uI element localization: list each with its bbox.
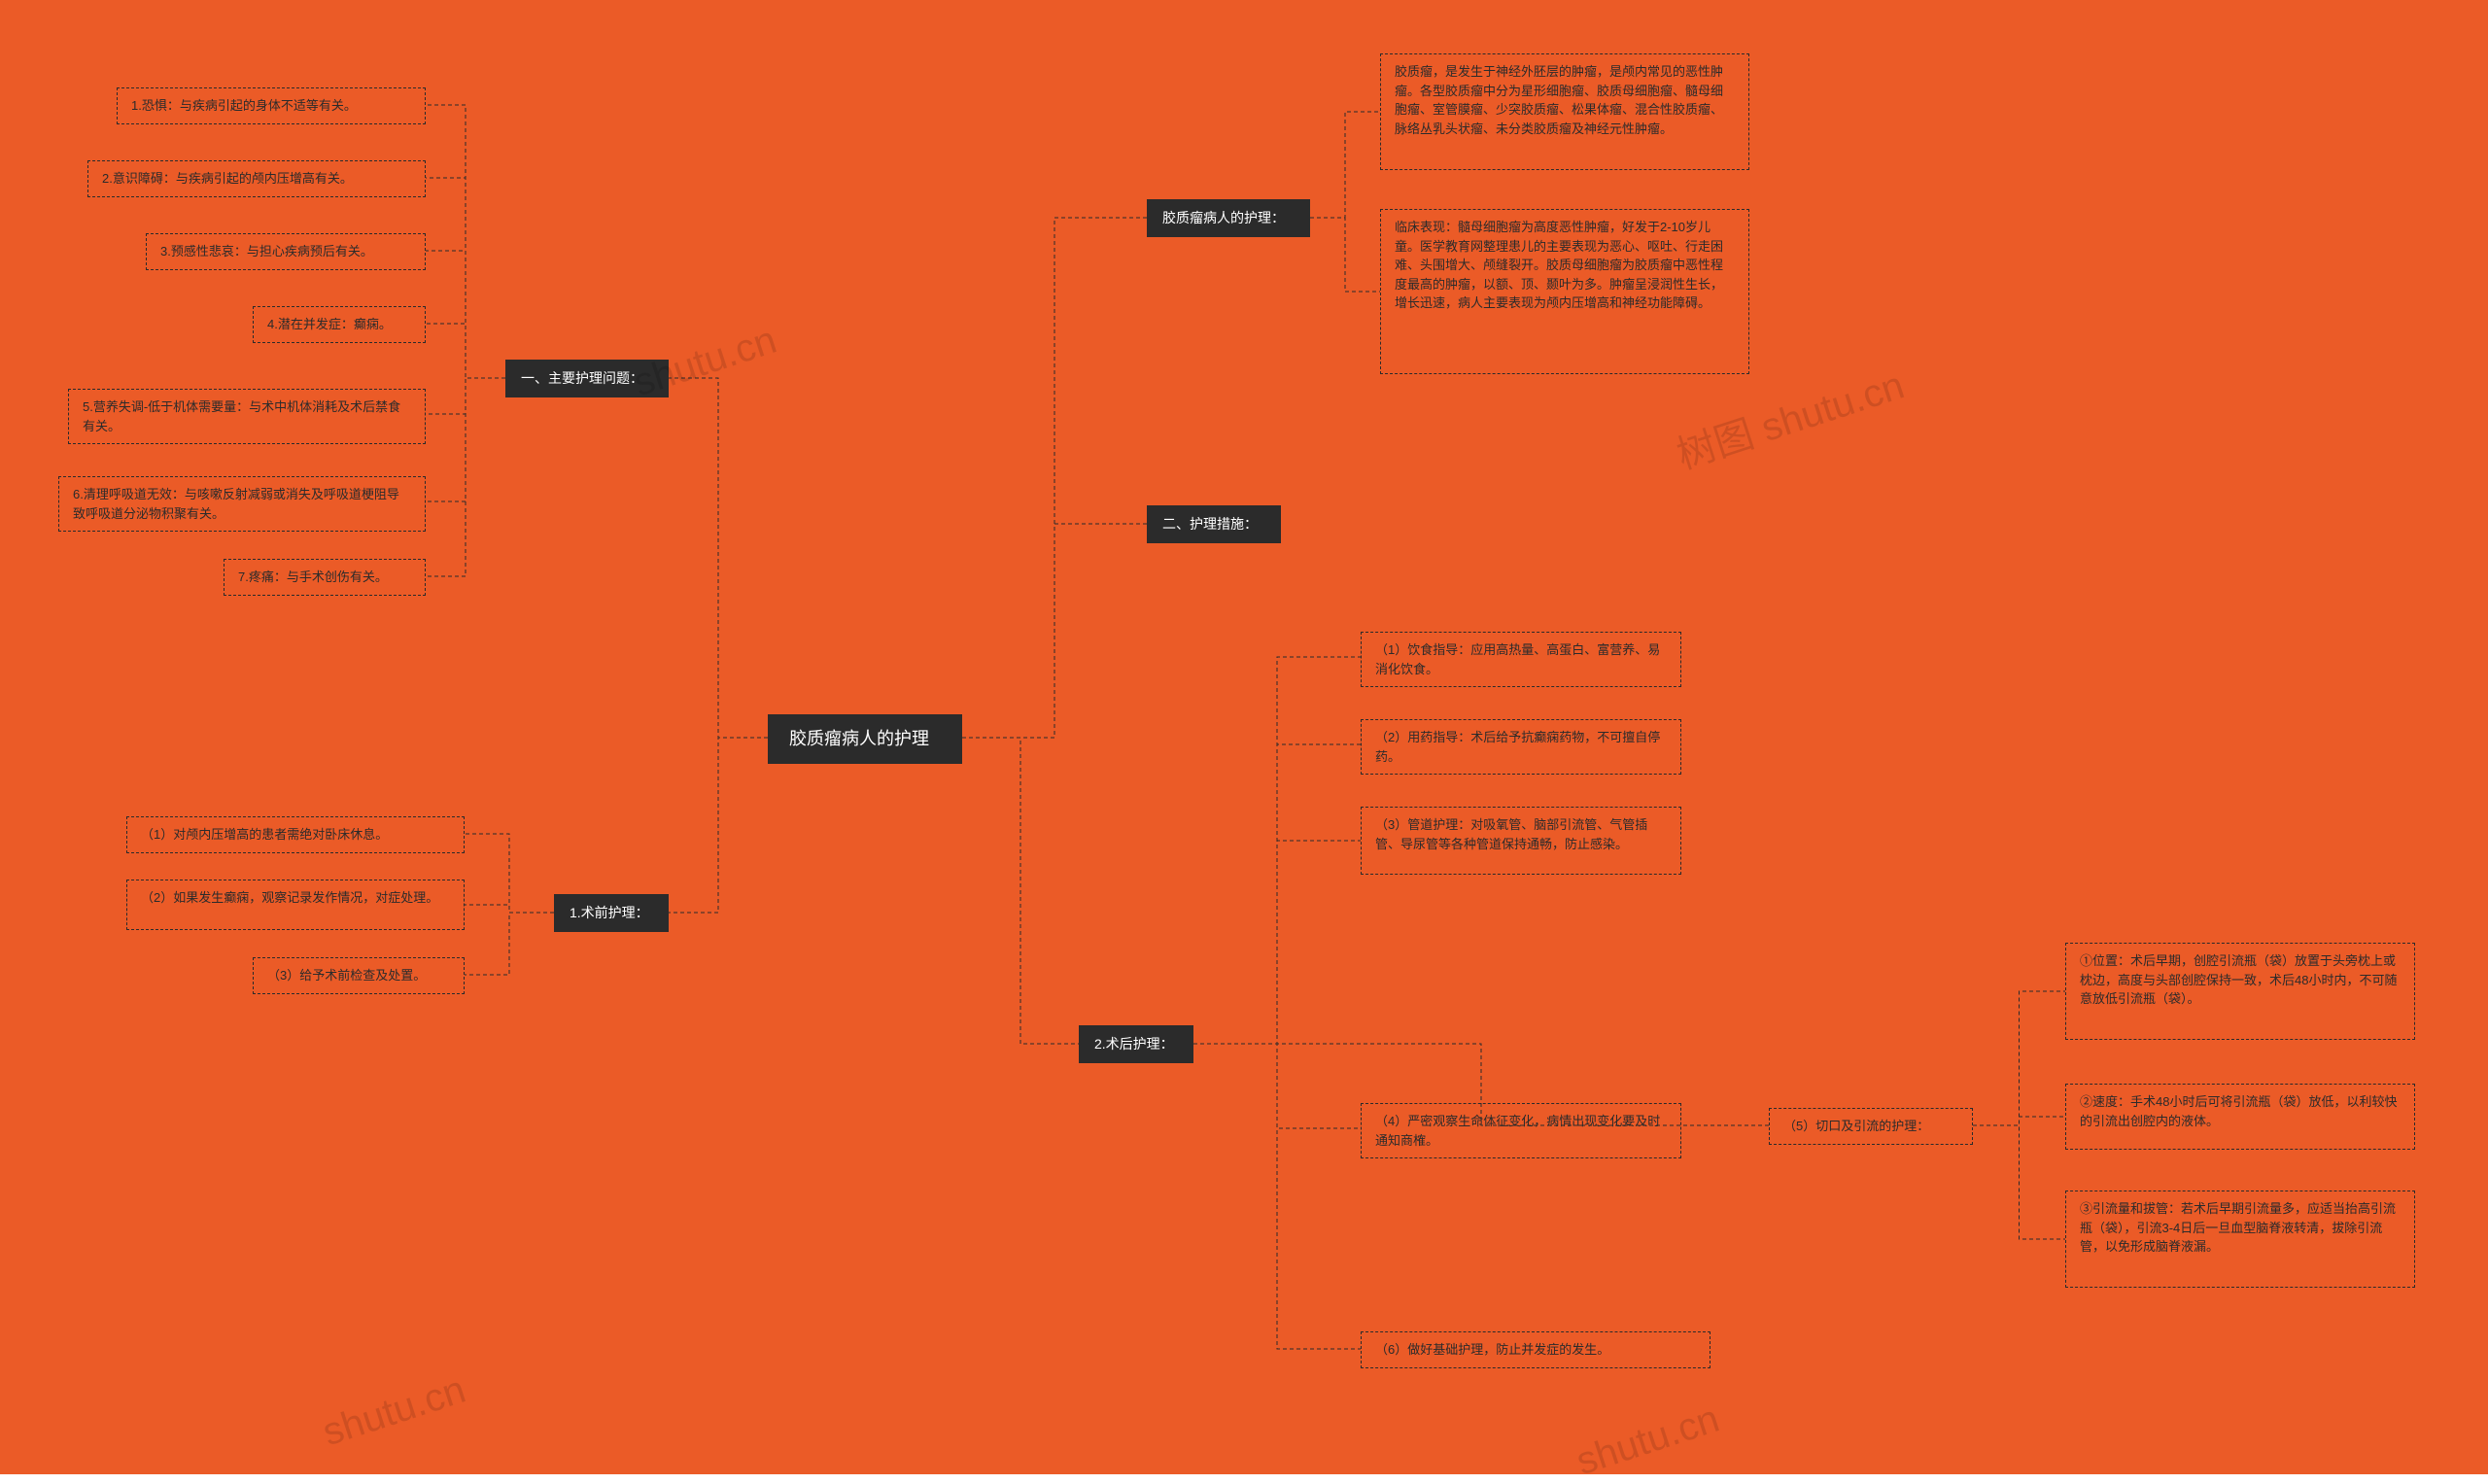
branch-node: 1.术前护理： xyxy=(554,894,669,932)
leaf-node: （4）严密观察生命体征变化，病情出现变化要及时通知商榷。 xyxy=(1361,1103,1681,1158)
leaf-node: 1.恐惧：与疾病引起的身体不适等有关。 xyxy=(117,87,426,124)
leaf-node: （3）管道护理：对吸氧管、脑部引流管、气管插管、导尿管等各种管道保持通畅，防止感… xyxy=(1361,807,1681,875)
leaf-node: 7.疼痛：与手术创伤有关。 xyxy=(224,559,426,596)
leaf-node: （1）饮食指导：应用高热量、高蛋白、富营养、易消化饮食。 xyxy=(1361,632,1681,687)
leaf-node: （1）对颅内压增高的患者需绝对卧床休息。 xyxy=(126,816,465,853)
leaf-node: （5）切口及引流的护理： xyxy=(1769,1108,1973,1145)
leaf-node: ②速度：手术48小时后可将引流瓶（袋）放低，以利较快的引流出创腔内的液体。 xyxy=(2065,1084,2415,1150)
root-node: 胶质瘤病人的护理 xyxy=(768,714,962,764)
leaf-node: ①位置：术后早期，创腔引流瓶（袋）放置于头旁枕上或枕边，高度与头部创腔保持一致，… xyxy=(2065,943,2415,1040)
leaf-node: 4.潜在并发症：癫痫。 xyxy=(253,306,426,343)
mindmap-canvas: 胶质瘤病人的护理 一、主要护理问题： 1.恐惧：与疾病引起的身体不适等有关。 2.意识… xyxy=(0,0,2488,1474)
branch-node: 2.术后护理： xyxy=(1079,1025,1193,1063)
branch-node: 一、主要护理问题： xyxy=(505,360,669,397)
leaf-node: 5.营养失调-低于机体需要量：与术中机体消耗及术后禁食有关。 xyxy=(68,389,426,444)
leaf-node: （6）做好基础护理，防止并发症的发生。 xyxy=(1361,1331,1710,1368)
branch-node: 二、护理措施： xyxy=(1147,505,1281,543)
leaf-node: 6.清理呼吸道无效：与咳嗽反射减弱或消失及呼吸道梗阻导致呼吸道分泌物积聚有关。 xyxy=(58,476,426,532)
leaf-node: （2）用药指导：术后给予抗癫痫药物，不可擅自停药。 xyxy=(1361,719,1681,775)
leaf-node: （2）如果发生癫痫，观察记录发作情况，对症处理。 xyxy=(126,880,465,930)
leaf-node: 胶质瘤，是发生于神经外胚层的肿瘤，是颅内常见的恶性肿瘤。各型胶质瘤中分为星形细胞… xyxy=(1380,53,1749,170)
leaf-node: ③引流量和拔管：若术后早期引流量多，应适当抬高引流瓶（袋），引流3-4日后一旦血… xyxy=(2065,1191,2415,1288)
branch-node: 胶质瘤病人的护理： xyxy=(1147,199,1310,237)
leaf-node: 3.预感性悲哀：与担心疾病预后有关。 xyxy=(146,233,426,270)
leaf-node: （3）给予术前检查及处置。 xyxy=(253,957,465,994)
leaf-node: 2.意识障碍：与疾病引起的颅内压增高有关。 xyxy=(87,160,426,197)
leaf-node: 临床表现：髓母细胞瘤为高度恶性肿瘤，好发于2-10岁儿童。医学教育网整理患儿的主… xyxy=(1380,209,1749,374)
